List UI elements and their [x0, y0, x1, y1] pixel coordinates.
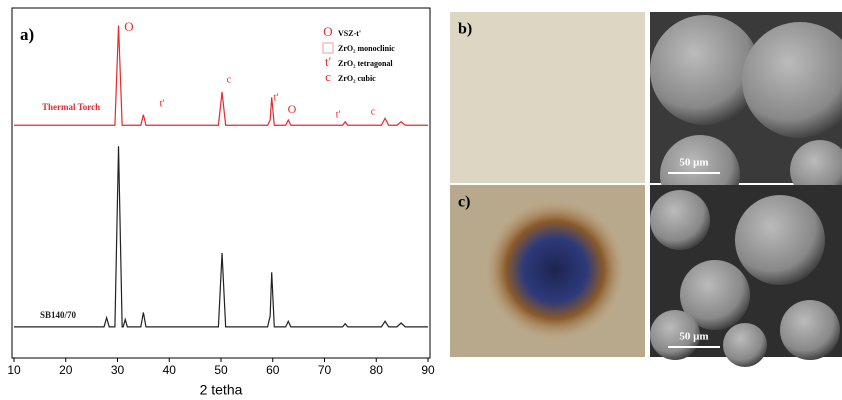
legend-label: ZrO₂ monoclinic: [338, 44, 395, 53]
x-tick-label: 40: [163, 363, 177, 377]
x-tick-label: 60: [266, 363, 280, 377]
legend-symbol: c: [325, 69, 331, 84]
photo-coating: [450, 12, 645, 183]
x-axis-label: 2 tetha: [200, 382, 243, 398]
peak-label: c: [227, 74, 232, 86]
legend-label: ZrO₂ cubic: [338, 74, 376, 83]
legend-symbol: O: [323, 24, 332, 39]
peak-label: t': [273, 92, 278, 104]
scale-bar-label: 50 μm: [679, 157, 708, 169]
series-label: SB140/70: [40, 310, 77, 320]
legend-symbol: [322, 42, 334, 54]
x-tick-label: 30: [111, 363, 125, 377]
panel-label: c): [458, 194, 470, 211]
legend-symbol: t': [325, 54, 331, 69]
panel-label: b): [458, 21, 472, 38]
sem-spheres: [650, 190, 840, 367]
sem-spheres: [650, 15, 842, 215]
x-tick-label: 10: [7, 363, 21, 377]
x-tick-label: 50: [214, 363, 228, 377]
x-tick-label: 20: [59, 363, 73, 377]
series-line: [14, 25, 428, 126]
peak-label: t': [159, 98, 164, 110]
x-tick-label: 70: [318, 363, 332, 377]
peak-label: c: [371, 106, 376, 117]
panel-label: a): [20, 25, 34, 44]
peak-label: t': [336, 109, 341, 120]
series-line: [14, 146, 428, 328]
legend-label: VSZ-t': [338, 29, 361, 38]
burn-spot: [485, 200, 625, 340]
peak-label: O: [288, 102, 297, 116]
scale-bar-label: 50 μm: [679, 331, 708, 343]
series-label: Thermal Torch: [42, 102, 100, 112]
peak-label: O: [124, 19, 133, 34]
x-tick-label: 80: [370, 363, 384, 377]
x-tick-label: 90: [421, 363, 435, 377]
legend-label: ZrO₂ tetragonal: [338, 59, 393, 68]
